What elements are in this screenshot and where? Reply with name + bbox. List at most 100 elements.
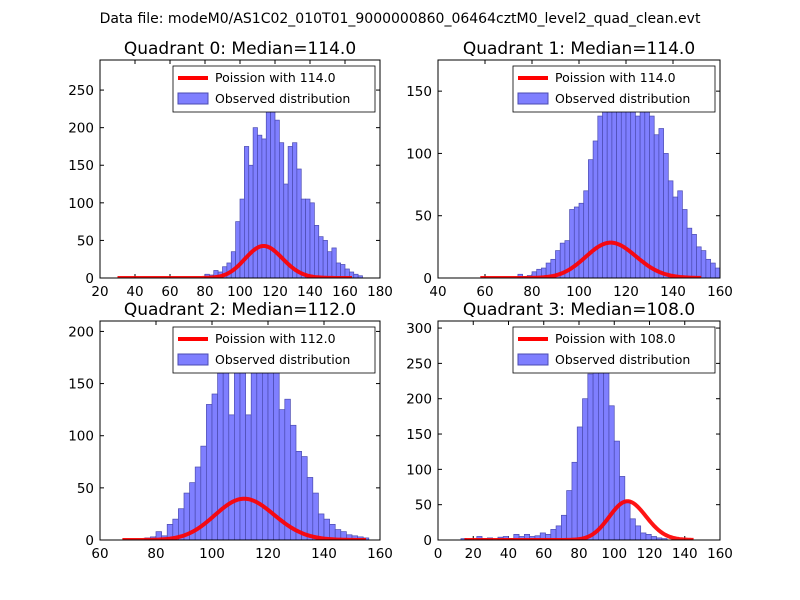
histogram-bar [252, 127, 258, 278]
x-tick-label: 120 [255, 546, 281, 562]
x-tick-label: 60 [161, 284, 178, 300]
y-tick-label: 0 [85, 533, 94, 549]
y-tick-label: 50 [415, 209, 432, 225]
x-tick-label: 160 [707, 546, 733, 562]
histogram-bar [234, 346, 241, 540]
histogram-bar [658, 128, 664, 278]
histogram-bar [578, 202, 585, 278]
x-tick-label: 100 [227, 284, 253, 300]
histogram-bar [588, 159, 594, 278]
histogram-bar [331, 247, 337, 278]
x-tick-label: 0 [434, 546, 443, 562]
y-tick-label: 250 [406, 356, 432, 372]
panel-quadrant-0: Quadrant 0: Median=114.0 20 40 60 80 100 120 1… [68, 39, 393, 300]
y-tick-label: 0 [423, 271, 432, 287]
histogram-bar [284, 398, 291, 540]
histogram-bar [353, 273, 359, 278]
x-tick-label: 160 [367, 546, 393, 562]
x-tick-label: 160 [707, 284, 733, 300]
histogram-bar [640, 532, 647, 540]
histogram-bar [248, 164, 254, 278]
legend-curve-label: Poission with 114.0 [555, 70, 676, 85]
histogram-bar [606, 90, 613, 278]
histogram-bar [719, 270, 720, 278]
histogram-bar [598, 363, 605, 540]
x-tick-label: 100 [566, 284, 592, 300]
histogram-bar [292, 142, 298, 278]
y-tick-label: 100 [68, 429, 94, 445]
histogram-bar [357, 275, 363, 278]
y-tick-label: 100 [406, 146, 432, 162]
x-tick-label: 140 [672, 546, 698, 562]
histogram-bar [230, 251, 236, 278]
histogram-bar [555, 525, 562, 540]
histogram-bar [597, 115, 603, 278]
histogram-bar [645, 533, 652, 540]
panel-title-quadrant-2: Quadrant 2: Median=112.0 [124, 300, 356, 320]
x-tick-label: 140 [311, 546, 337, 562]
histogram-bar [566, 490, 573, 540]
axes-frame-quadrant-0 [99, 59, 381, 279]
y-tick-label: 50 [415, 498, 432, 514]
histogram-bar [644, 97, 650, 278]
y-tick-label: 150 [68, 377, 94, 393]
panel-title-quadrant-0: Quadrant 0: Median=114.0 [124, 39, 356, 59]
histogram-bar [672, 196, 679, 278]
legend-curve-label: Poission with 114.0 [215, 70, 336, 85]
histogram-bar [257, 134, 263, 278]
axes-frame-quadrant-2 [99, 320, 381, 541]
panel-quadrant-2: Quadrant 2: Median=112.0 60 80 100 120 140 16… [68, 300, 393, 562]
histogram-bar [306, 477, 314, 540]
x-tick-label: 60 [476, 284, 493, 300]
x-tick-label: 80 [523, 284, 540, 300]
histogram-bar [650, 536, 657, 540]
histogram-bar [295, 451, 302, 540]
x-tick-label: 20 [465, 546, 482, 562]
y-tick-label: 50 [77, 481, 94, 497]
histogram-bar [217, 372, 224, 540]
y-tick-label: 50 [77, 233, 94, 249]
legend-quadrant-2: Poission with 112.0 Observed distributio… [172, 326, 376, 374]
y-tick-label: 100 [68, 196, 94, 212]
histogram-bar [340, 264, 346, 278]
legend-bar-swatch [517, 92, 549, 105]
panel-title-quadrant-1: Quadrant 1: Median=114.0 [463, 39, 695, 59]
x-tick-label: 140 [297, 284, 323, 300]
histogram-bar [649, 115, 655, 278]
histogram-bar [608, 405, 615, 540]
poisson-curve [122, 496, 367, 540]
x-tick-label: 180 [367, 284, 393, 300]
histogram-bar [603, 366, 610, 540]
histogram-bar [582, 398, 589, 540]
y-tick-label: 150 [406, 84, 432, 100]
histogram-bar [677, 190, 683, 278]
legend-bar-swatch [177, 353, 209, 366]
y-tick-label: 0 [423, 533, 432, 549]
y-tick-label: 200 [68, 324, 94, 340]
y-tick-label: 150 [68, 158, 94, 174]
y-tick-label: 300 [406, 321, 432, 337]
histogram-bar [222, 362, 230, 540]
y-tick-label: 200 [68, 121, 94, 137]
histogram-bar [301, 456, 308, 540]
x-tick-label: 40 [500, 546, 517, 562]
histogram-bar [571, 461, 578, 540]
poisson-curve [117, 244, 353, 278]
x-tick-label: 80 [570, 546, 587, 562]
histogram-bar [245, 414, 252, 540]
histogram-bar [322, 240, 328, 278]
legend-quadrant-1: Poission with 114.0 Observed distributio… [512, 65, 716, 113]
histogram-bar [300, 198, 306, 278]
histogram-bar [265, 104, 271, 278]
histogram-bar [714, 267, 720, 278]
histogram-bar [661, 538, 668, 540]
x-tick-label: 40 [429, 284, 446, 300]
histogram-bar [629, 518, 636, 540]
x-tick-label: 120 [613, 284, 639, 300]
x-tick-label: 160 [332, 284, 358, 300]
histogram-bar [327, 251, 333, 278]
histogram-bar [309, 202, 315, 278]
y-tick-label: 250 [68, 83, 94, 99]
histogram-bar [262, 372, 269, 540]
legend-quadrant-0: Poission with 114.0 Observed distributio… [172, 65, 376, 113]
